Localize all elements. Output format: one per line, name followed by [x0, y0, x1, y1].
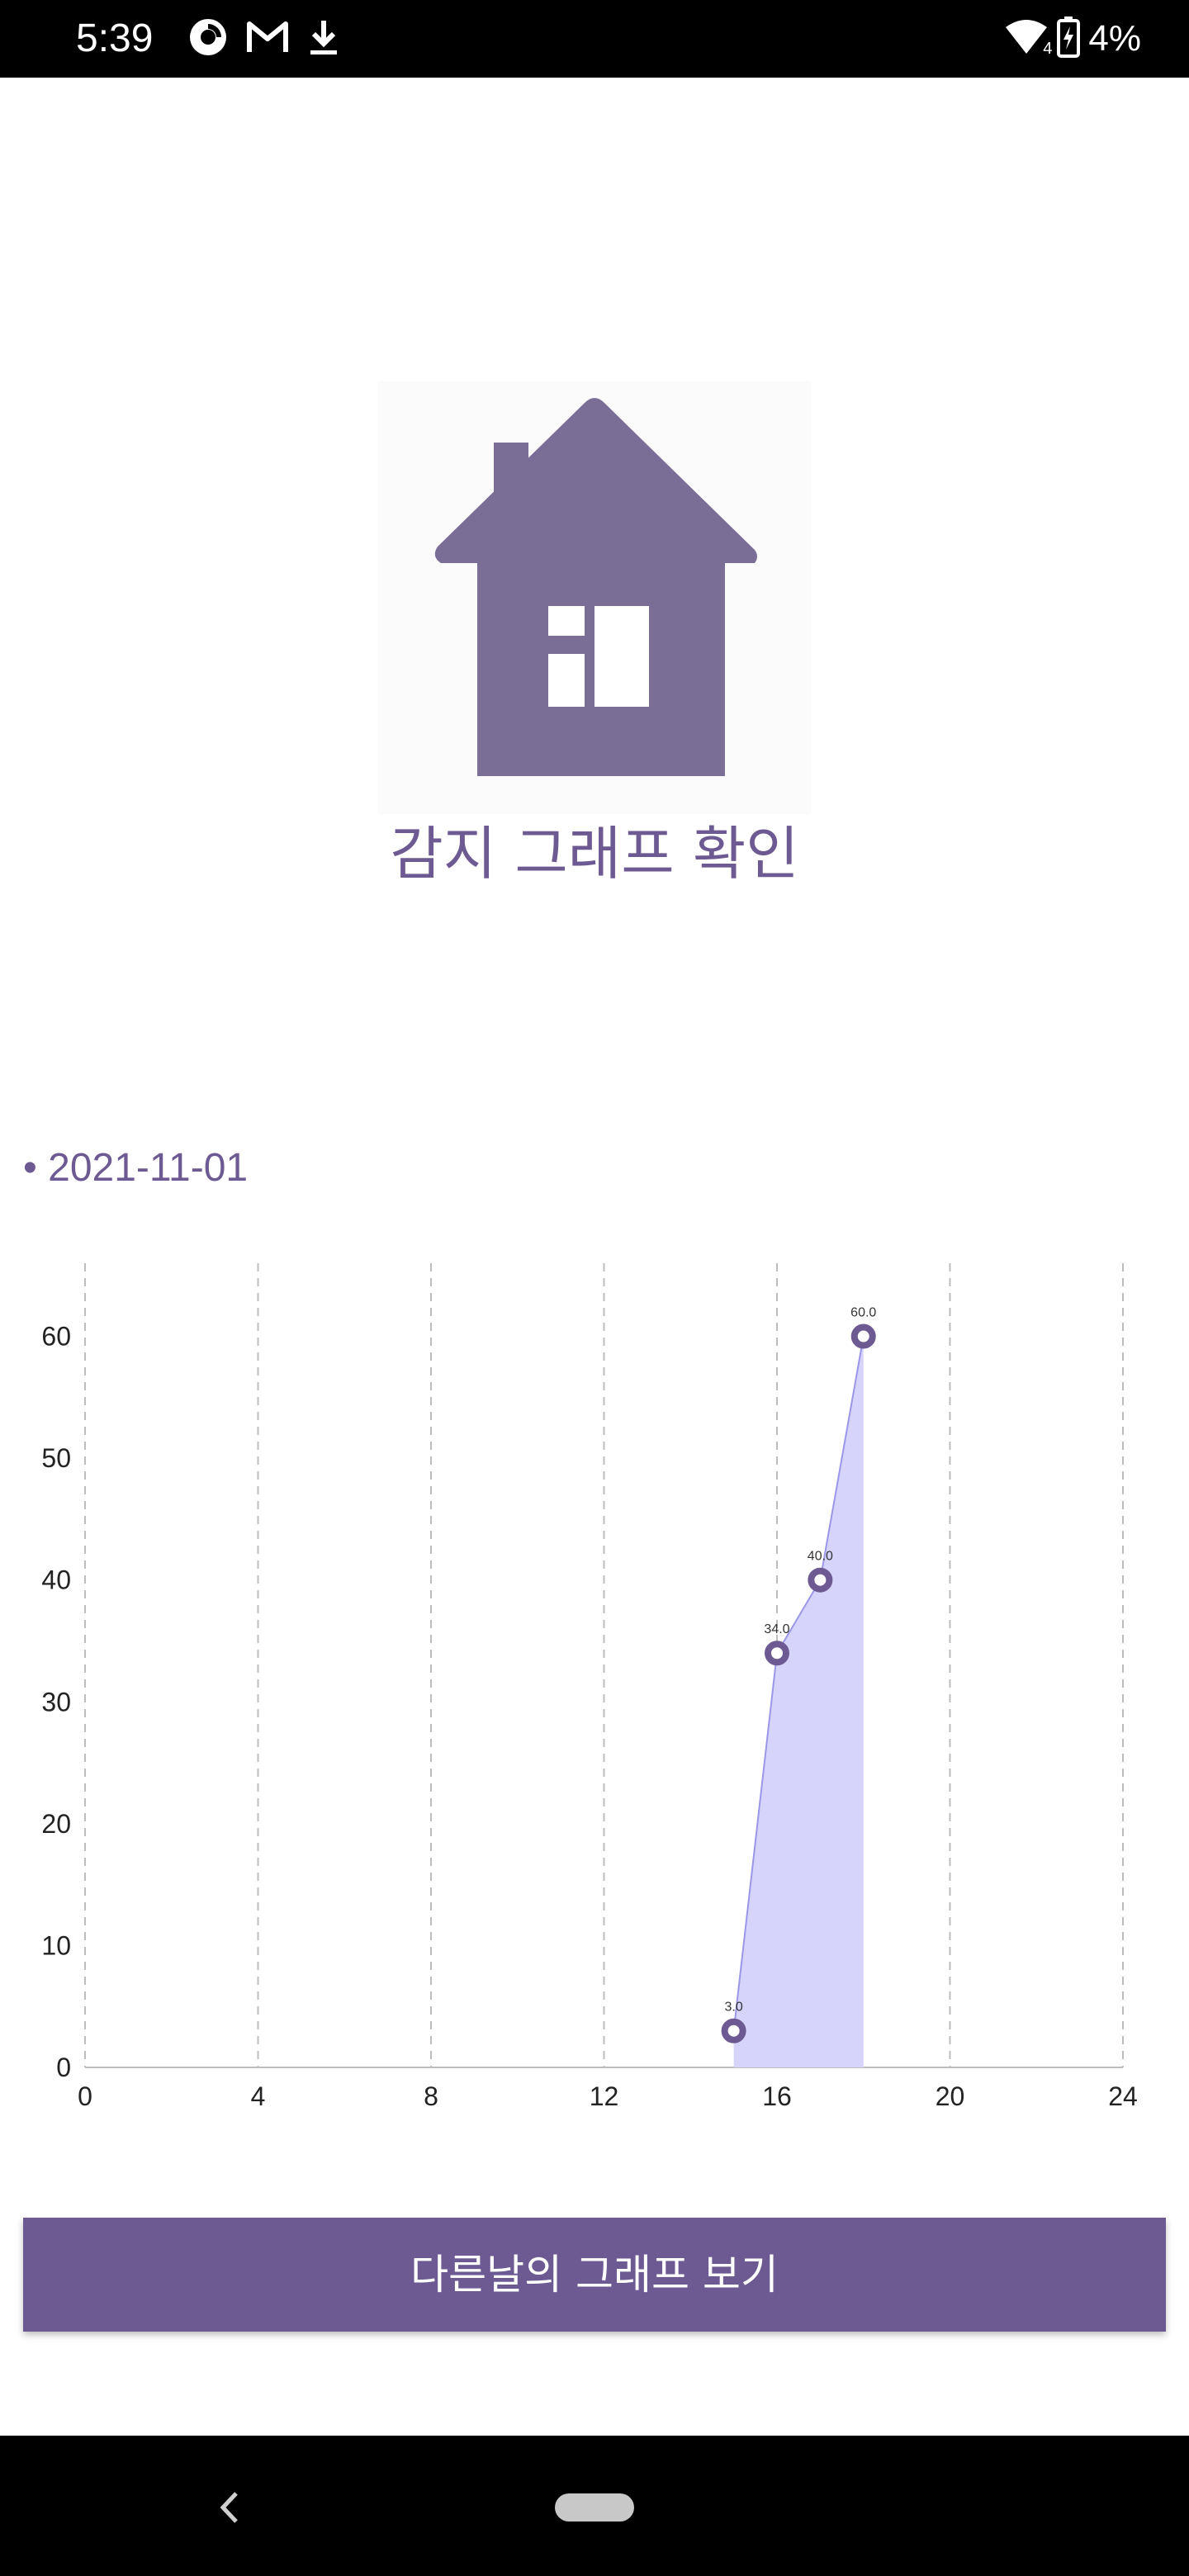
y-tick-label: 10 [41, 1930, 71, 1960]
signal-badge: 4 [1043, 40, 1053, 58]
gmail-icon [246, 19, 289, 59]
data-label: 40.0 [808, 1550, 833, 1564]
data-point [850, 1324, 876, 1349]
download-icon [307, 17, 340, 60]
data-label: 3.0 [725, 2001, 743, 2015]
y-tick-label: 40 [41, 1565, 71, 1595]
back-chevron-icon[interactable] [210, 2487, 251, 2528]
view-other-day-graph-button[interactable]: 다른날의 그래프 보기 [23, 2218, 1166, 2332]
wifi-icon: 4 [1004, 19, 1053, 59]
y-tick-label: 30 [41, 1687, 71, 1717]
data-point [765, 1641, 789, 1666]
pocket-casts-icon [188, 17, 228, 60]
series-line [732, 1336, 865, 2031]
y-tick-label: 60 [41, 1322, 71, 1352]
status-icons-right: 4 4% [1004, 15, 1141, 63]
home-pill-icon[interactable] [555, 2493, 634, 2522]
data-label: 34.0 [764, 1622, 789, 1636]
status-time: 5:39 [76, 17, 154, 60]
x-tick-label: 24 [1108, 2081, 1138, 2111]
detection-chart: 0 4 8 12 16 20 24 0 10 20 30 40 50 60 3.0 34.0 40.0 60.0 [0, 1238, 1189, 2130]
x-tick-label: 16 [762, 2081, 792, 2111]
status-bar: 5:39 4 4% [0, 0, 1189, 78]
data-label: 60.0 [850, 1306, 876, 1320]
data-point [721, 2018, 746, 2043]
x-tick-label: 0 [78, 2081, 92, 2111]
house-image [378, 381, 811, 814]
page-title: 감지 그래프 확인 [390, 820, 799, 888]
data-point [808, 1567, 833, 1593]
house-icon [434, 398, 757, 776]
status-icons-left [188, 15, 340, 63]
x-tick-label: 8 [424, 2081, 438, 2111]
x-tick-label: 12 [590, 2081, 619, 2111]
area-fill [733, 1336, 864, 2067]
y-tick-label: 0 [56, 2053, 71, 2082]
date-label: • 2021-11-01 [23, 1146, 249, 1190]
navigation-bar [0, 2436, 1189, 2576]
battery-charging-icon [1057, 17, 1081, 61]
battery-percent: 4% [1088, 18, 1141, 59]
y-tick-label: 20 [41, 1809, 71, 1839]
y-tick-label: 50 [41, 1443, 71, 1473]
x-tick-label: 4 [251, 2081, 266, 2111]
x-tick-label: 20 [936, 2081, 965, 2111]
chart-svg: 0 4 8 12 16 20 24 0 10 20 30 40 50 60 3.0 34.0 40.0 60.0 [41, 1263, 1138, 2111]
